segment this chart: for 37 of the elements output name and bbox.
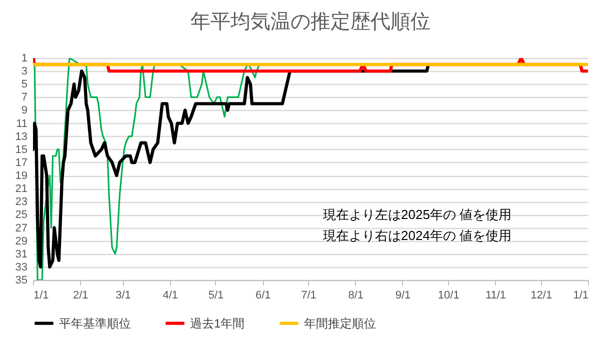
x-tick-label: 2/1 bbox=[72, 290, 88, 302]
annotation: 現在より左は2025年の 値を使用 bbox=[323, 207, 512, 222]
y-tick-label: 15 bbox=[15, 144, 28, 156]
x-tick-label: 6/1 bbox=[255, 290, 271, 302]
y-tick-label: 17 bbox=[15, 156, 28, 169]
annotation: 現在より右は2024年の 値を使用 bbox=[323, 228, 512, 243]
y-tick-label: 23 bbox=[15, 196, 28, 208]
x-tick-label: 10/1 bbox=[438, 290, 460, 302]
y-tick-label: 35 bbox=[15, 274, 28, 286]
y-tick-label: 25 bbox=[15, 209, 28, 222]
x-tick-label: 1/1 bbox=[573, 290, 588, 302]
x-tick-label: 9/1 bbox=[395, 290, 411, 302]
x-tick-label: 1/1 bbox=[34, 290, 49, 302]
x-tick-label: 5/1 bbox=[208, 290, 224, 302]
legend-label: 平年基準順位 bbox=[59, 316, 131, 330]
y-tick-label: 27 bbox=[15, 222, 28, 234]
y-tick-label: 5 bbox=[21, 78, 28, 91]
y-tick-label: 7 bbox=[21, 92, 28, 104]
y-tick-label: 9 bbox=[21, 104, 28, 117]
y-tick-label: 11 bbox=[16, 118, 28, 130]
y-tick-label: 29 bbox=[15, 235, 28, 248]
legend-label: 年間推定順位 bbox=[304, 316, 376, 330]
x-tick-label: 12/1 bbox=[530, 290, 552, 302]
y-tick-label: 19 bbox=[15, 170, 28, 182]
y-tick-label: 21 bbox=[15, 183, 28, 196]
x-tick-label: 4/1 bbox=[162, 290, 178, 302]
x-tick-label: 3/1 bbox=[116, 290, 131, 302]
chart-title: 年平均気温の推定歴代順位 bbox=[190, 11, 430, 33]
y-tick-label: 1 bbox=[21, 52, 28, 64]
x-tick-label: 8/1 bbox=[348, 290, 364, 302]
x-tick-label: 11/1 bbox=[485, 290, 506, 302]
y-tick-label: 33 bbox=[15, 261, 28, 274]
y-tick-label: 3 bbox=[21, 66, 28, 78]
y-tick-label: 31 bbox=[15, 248, 28, 260]
y-tick-label: 13 bbox=[15, 130, 28, 143]
legend-label: 過去1年間 bbox=[190, 316, 245, 330]
x-tick-label: 7/1 bbox=[301, 290, 316, 302]
